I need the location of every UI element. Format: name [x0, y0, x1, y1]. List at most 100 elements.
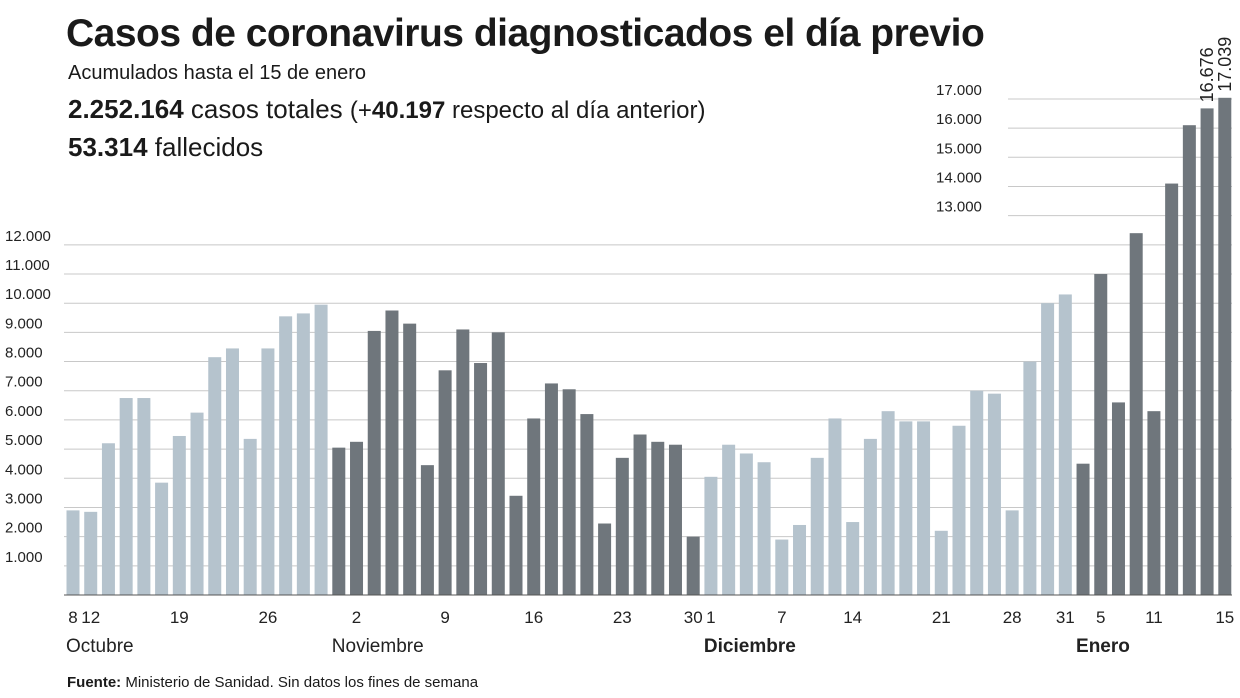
y-tick-label: 6.000 [5, 403, 43, 420]
y-tick-label: 12.000 [5, 228, 51, 245]
x-tick-label: 31 [1056, 608, 1075, 627]
bar [757, 462, 771, 595]
bar [1005, 510, 1019, 595]
source-label: Fuente: [67, 674, 122, 691]
x-tick-label: 23 [613, 608, 632, 627]
x-tick-label: 16 [524, 608, 543, 627]
total-cases-value: 2.252.164 [68, 94, 184, 124]
bar [208, 357, 222, 595]
bar [987, 393, 1001, 595]
bar [1023, 361, 1037, 595]
y-tick-label: 11.000 [5, 257, 50, 274]
bar [84, 511, 98, 595]
bar [1182, 125, 1196, 595]
delta-open: (+ [349, 97, 372, 124]
bar [420, 465, 434, 595]
y-tick-label: 4.000 [5, 461, 43, 478]
y-tick-label: 10.000 [5, 286, 51, 303]
bar [350, 441, 364, 595]
bar [722, 444, 736, 595]
chart-title: Casos de coronavirus diagnosticados el d… [66, 12, 985, 55]
delta-value: 40.197 [371, 97, 446, 124]
x-tick-label: 28 [1003, 608, 1022, 627]
bar [101, 443, 115, 595]
bar [172, 435, 186, 595]
x-tick-label: 1 [706, 608, 715, 627]
source-text: Ministerio de Sanidad. Sin datos los fin… [125, 674, 479, 691]
delta-suffix: respecto al día anterior) [451, 97, 706, 124]
x-tick-label: 5 [1096, 608, 1105, 627]
month-label: Diciembre [704, 636, 796, 657]
bar [137, 398, 151, 595]
bar [598, 523, 612, 595]
bar [403, 323, 417, 595]
total-cases-line: 2.252.164 casos totales (+40.197 respect… [68, 94, 705, 125]
bar [385, 310, 399, 595]
bar [651, 441, 665, 595]
bar [739, 453, 753, 595]
x-tick-label: 8 [68, 608, 77, 627]
bar-value-label: 16.676 [1197, 47, 1217, 102]
bar [810, 457, 824, 595]
y-tick-label: 1.000 [5, 549, 43, 566]
bar [846, 522, 860, 595]
bar [279, 316, 293, 595]
x-tick-label: 2 [352, 608, 361, 627]
y-tick-label: 14.000 [936, 169, 982, 186]
bar [1200, 108, 1214, 595]
bar [1058, 294, 1072, 595]
x-tick-label: 11 [1145, 608, 1163, 627]
y-tick-label: 17.000 [936, 82, 982, 99]
chart-subtitle: Acumulados hasta el 15 de enero [68, 62, 366, 84]
bar [775, 539, 789, 595]
bar [1218, 97, 1232, 596]
bar [562, 389, 576, 595]
x-tick-label: 30 [684, 608, 703, 627]
bar [296, 313, 310, 595]
bar [633, 434, 647, 595]
bar [509, 495, 523, 595]
bar [952, 425, 966, 595]
bar [261, 348, 275, 595]
bar [580, 414, 594, 595]
bar [314, 304, 328, 595]
bar [668, 444, 682, 595]
bar-value-label: 17.039 [1215, 37, 1235, 92]
bar [243, 438, 257, 595]
x-tick-label: 9 [440, 608, 449, 627]
bar [66, 510, 80, 595]
bar [474, 363, 488, 595]
bar [863, 438, 877, 595]
bar [456, 329, 470, 595]
deaths-line: 53.314 fallecidos [68, 132, 263, 163]
bar [1165, 183, 1179, 595]
bar [1147, 411, 1161, 595]
bar [1111, 402, 1125, 595]
y-tick-label: 9.000 [5, 315, 43, 332]
bar [917, 421, 931, 595]
x-tick-label: 21 [932, 608, 951, 627]
bar [970, 390, 984, 595]
x-tick-label: 7 [777, 608, 786, 627]
deaths-value: 53.314 [68, 132, 148, 162]
bar [155, 482, 169, 595]
bar [1076, 463, 1090, 595]
y-tick-label: 13.000 [936, 199, 982, 216]
x-tick-label: 26 [258, 608, 277, 627]
bar [934, 530, 948, 595]
bar [225, 348, 239, 595]
y-tick-label: 8.000 [5, 345, 43, 362]
bar [491, 332, 505, 595]
bar [686, 536, 700, 595]
y-tick-label: 5.000 [5, 432, 43, 449]
source-note: Fuente: Ministerio de Sanidad. Sin datos… [67, 674, 478, 691]
bar [527, 418, 541, 595]
x-tick-label: 14 [843, 608, 862, 627]
bar [438, 370, 452, 595]
bar [899, 421, 913, 595]
bar [828, 418, 842, 595]
bar [704, 476, 718, 595]
y-tick-label: 2.000 [5, 520, 43, 537]
x-tick-label: 15 [1215, 608, 1234, 627]
